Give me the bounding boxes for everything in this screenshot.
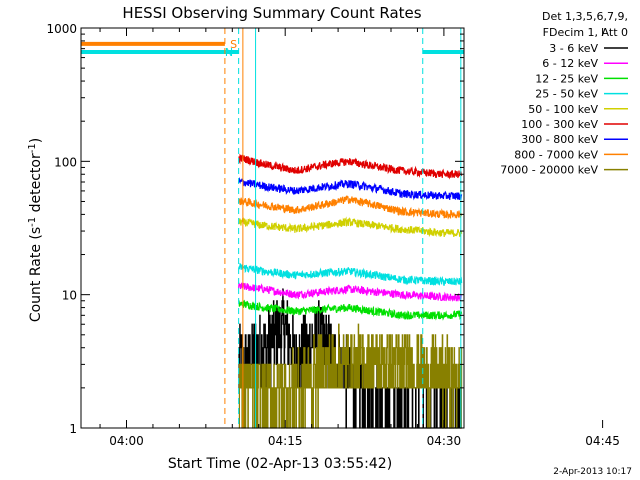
y-tick-label: 100	[54, 155, 77, 169]
series-line	[238, 299, 463, 321]
series-line	[238, 216, 463, 238]
legend-header-line: Det 1,3,5,6,7,9,	[542, 10, 628, 23]
y-tick-label: 1000	[46, 22, 77, 36]
series-line	[238, 282, 463, 302]
plot-frame	[80, 27, 465, 429]
attenuator-flag-label: S	[230, 38, 237, 51]
y-label-part: Count Rate (s	[28, 227, 44, 322]
series-layer	[238, 153, 463, 429]
legend-entry-label: 300 - 800 keV	[521, 133, 598, 146]
legend-entry-label: 800 - 7000 keV	[514, 148, 598, 161]
series-line	[238, 153, 463, 180]
series-line	[238, 262, 463, 286]
y-tick-label: 1	[69, 422, 77, 436]
legend-entry-label: 25 - 50 keV	[535, 88, 598, 101]
legend-entry-label: 50 - 100 keV	[528, 103, 598, 116]
saa-flag-label: N	[225, 46, 233, 59]
series-line	[238, 176, 463, 201]
y-tick-label: 10	[62, 289, 77, 303]
x-tick-label: 04:00	[109, 434, 144, 448]
x-axis-label: Start Time (02-Apr-13 03:55:42)	[168, 456, 392, 472]
y-label-part: detector	[28, 153, 44, 217]
flag-layer: SN	[81, 28, 464, 428]
legend-entry-label: 3 - 6 keV	[549, 42, 598, 55]
x-tick-label: 04:30	[427, 434, 462, 448]
y-label-superscript: -1	[27, 217, 38, 227]
y-label-part: )	[28, 138, 44, 143]
series-line	[238, 195, 463, 220]
legend-entry-label: 7000 - 20000 keV	[500, 164, 598, 177]
legend-entry-label: 12 - 25 keV	[535, 72, 598, 85]
y-label-superscript: -1	[27, 143, 38, 153]
legend-entry-label: 100 - 300 keV	[521, 118, 598, 131]
x-tick-label: 04:45	[585, 434, 620, 448]
x-tick-label: 04:15	[268, 434, 303, 448]
timestamp: 2-Apr-2013 10:17	[553, 467, 632, 477]
y-axis-label: Count Rate (s-1 detector-1)	[27, 138, 45, 322]
axis-layer: 110100100004:0004:1504:3004:4505:0005:15…	[46, 22, 620, 448]
series-line	[238, 323, 463, 429]
chart-title: HESSI Observing Summary Count Rates	[122, 4, 421, 22]
legend: Det 1,3,5,6,7,9, FDecim 1, Att 0 3 - 6 k…	[500, 10, 628, 177]
legend-entry-label: 6 - 12 keV	[542, 57, 598, 70]
legend-header-line: FDecim 1, Att 0	[543, 26, 628, 39]
